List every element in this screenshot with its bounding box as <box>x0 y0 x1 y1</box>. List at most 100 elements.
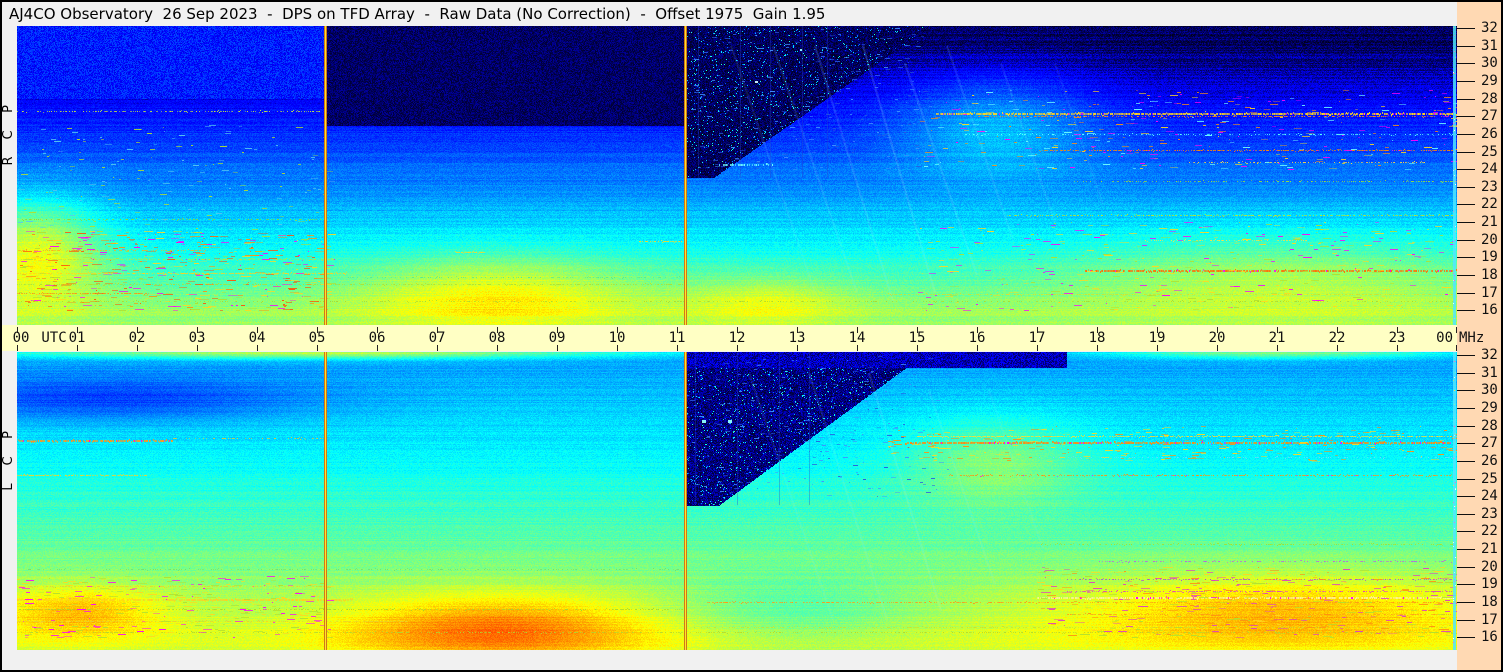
hour-tick <box>497 327 498 333</box>
hour-label: 12 <box>728 330 746 346</box>
hour-label: 22 <box>1328 330 1346 346</box>
freq-tick <box>1457 257 1475 258</box>
hour-tick <box>677 327 678 333</box>
freq-tick <box>1457 443 1475 444</box>
hour-tick <box>17 345 18 351</box>
hour-tick <box>1037 327 1038 333</box>
freq-tick <box>1457 620 1475 621</box>
hour-tick <box>1097 345 1098 351</box>
hour-label: 17 <box>1028 330 1046 346</box>
hour-tick <box>1456 327 1457 333</box>
time-axis-band: 00 01 02 03 04 05 06 07 08 09 10 11 12 13 14 15 16 17 18 19… <box>2 325 1457 351</box>
freq-tick <box>1457 426 1475 427</box>
freq-tick-label: 29 <box>1481 73 1498 89</box>
hour-tick <box>1337 327 1338 333</box>
hour-tick <box>1337 345 1338 351</box>
hour-tick <box>437 345 438 351</box>
hour-tick <box>377 327 378 333</box>
hour-label: 16 <box>968 330 986 346</box>
freq-tick-label: 26 <box>1481 453 1498 469</box>
freq-tick <box>1457 134 1475 135</box>
freq-tick-label: 30 <box>1481 382 1498 398</box>
hour-tick <box>317 345 318 351</box>
hour-tick <box>197 327 198 333</box>
freq-tick <box>1457 152 1475 153</box>
freq-unit-label: MHz <box>1459 330 1485 346</box>
hour-label: 02 <box>128 330 146 346</box>
hour-tick <box>857 327 858 333</box>
freq-tick <box>1457 28 1475 29</box>
freq-tick <box>1457 187 1475 188</box>
hour-tick <box>317 327 318 333</box>
frequency-axis-band <box>1457 2 1501 670</box>
hour-tick <box>737 345 738 351</box>
hour-label: 15 <box>908 330 926 346</box>
hour-tick <box>77 345 78 351</box>
hour-label: 00 <box>1436 330 1453 346</box>
time-unit-label: UTC <box>41 330 67 346</box>
hour-label: 19 <box>1148 330 1166 346</box>
hour-tick <box>1277 345 1278 351</box>
freq-tick-label: 22 <box>1481 196 1498 212</box>
freq-tick <box>1457 584 1475 585</box>
hour-tick <box>1397 327 1398 333</box>
freq-tick <box>1457 496 1475 497</box>
freq-tick-label: 26 <box>1481 126 1498 142</box>
hour-tick <box>257 327 258 333</box>
hour-label: 09 <box>548 330 566 346</box>
spectrogram-lcp <box>17 352 1457 650</box>
hour-label: 06 <box>368 330 386 346</box>
freq-tick <box>1457 169 1475 170</box>
hour-tick <box>1097 327 1098 333</box>
hour-tick <box>977 327 978 333</box>
freq-tick <box>1457 637 1475 638</box>
freq-tick <box>1457 293 1475 294</box>
hour-tick <box>977 345 978 351</box>
hour-tick <box>917 345 918 351</box>
hour-tick <box>377 345 378 351</box>
freq-tick <box>1457 99 1475 100</box>
hour-tick <box>1456 345 1457 351</box>
freq-tick-label: 27 <box>1481 435 1498 451</box>
freq-tick <box>1457 479 1475 480</box>
freq-tick-label: 30 <box>1481 55 1498 71</box>
hour-tick <box>737 327 738 333</box>
hour-tick <box>137 345 138 351</box>
freq-tick-label: 25 <box>1481 471 1498 487</box>
freq-tick <box>1457 514 1475 515</box>
hour-tick <box>77 327 78 333</box>
hour-label: 01 <box>68 330 86 346</box>
hour-tick <box>1157 327 1158 333</box>
freq-tick-label: 28 <box>1481 91 1498 107</box>
freq-tick <box>1457 310 1475 311</box>
freq-tick-label: 31 <box>1481 38 1498 54</box>
hour-tick <box>257 345 258 351</box>
freq-tick <box>1457 204 1475 205</box>
freq-tick-label: 22 <box>1481 523 1498 539</box>
freq-tick-label: 28 <box>1481 418 1498 434</box>
freq-tick <box>1457 46 1475 47</box>
hour-tick <box>197 345 198 351</box>
freq-tick <box>1457 240 1475 241</box>
freq-tick-label: 27 <box>1481 108 1498 124</box>
freq-tick-label: 19 <box>1481 576 1498 592</box>
hour-label: 03 <box>188 330 206 346</box>
freq-tick-label: 18 <box>1481 594 1498 610</box>
spectrogram-rcp <box>17 26 1457 325</box>
freq-tick-label: 19 <box>1481 249 1498 265</box>
hour-label: 04 <box>248 330 266 346</box>
hour-tick <box>437 327 438 333</box>
hour-tick <box>1397 345 1398 351</box>
freq-tick <box>1457 275 1475 276</box>
hour-tick <box>677 345 678 351</box>
hour-tick <box>137 327 138 333</box>
freq-tick <box>1457 116 1475 117</box>
hour-tick <box>797 327 798 333</box>
hour-label: 13 <box>788 330 806 346</box>
freq-tick-label: 21 <box>1481 541 1498 557</box>
hour-label: 11 <box>668 330 686 346</box>
freq-tick-label: 21 <box>1481 214 1498 230</box>
hour-label: 07 <box>428 330 446 346</box>
freq-tick <box>1457 602 1475 603</box>
